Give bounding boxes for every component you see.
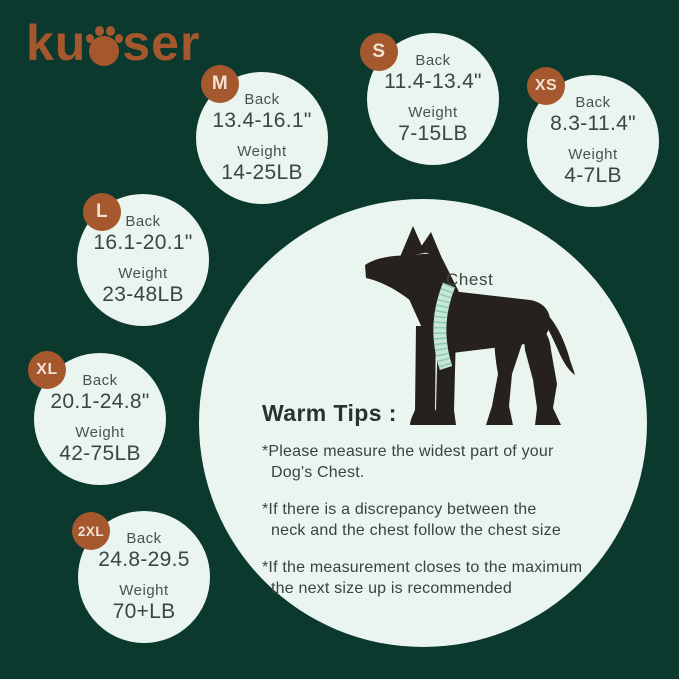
weight-label: Weight bbox=[408, 103, 458, 121]
dog-neck bbox=[398, 254, 462, 350]
weight-label: Weight bbox=[75, 423, 125, 441]
back-range: 20.1-24.8" bbox=[50, 390, 150, 414]
tip-line: the next size up is recommended bbox=[271, 580, 512, 597]
back-label: Back bbox=[575, 94, 611, 112]
back-label: Back bbox=[126, 530, 162, 548]
back-range: 11.4-13.4" bbox=[384, 70, 482, 94]
weight-range: 42-75LB bbox=[59, 441, 141, 465]
brand-logo: ku ser bbox=[26, 16, 200, 68]
tip-line: neck and the chest follow the chest size bbox=[271, 522, 561, 539]
size-bubble-xs: XS Back 8.3-11.4" Weight 4-7LB bbox=[527, 67, 659, 207]
size-badge-2xl: 2XL bbox=[72, 512, 110, 550]
size-bubble-l: L Back 16.1-20.1" Weight 23-48LB bbox=[77, 193, 209, 326]
tip-line: Dog's Chest. bbox=[271, 464, 365, 481]
back-range: 13.4-16.1" bbox=[212, 109, 312, 133]
weight-label: Weight bbox=[119, 581, 169, 599]
dog-front-leg-1 bbox=[410, 326, 437, 425]
weight-label: Weight bbox=[237, 142, 287, 160]
warm-tips-tip-1: *Please measure the widest part of your D… bbox=[262, 441, 597, 483]
back-range: 8.3-11.4" bbox=[550, 112, 636, 136]
weight-label: Weight bbox=[118, 264, 168, 282]
brand-logo-text-suffix: ser bbox=[122, 15, 201, 71]
size-badge-xs: XS bbox=[527, 67, 565, 105]
size-bubble-m: M Back 13.4-16.1" Weight 14-25LB bbox=[196, 65, 328, 204]
dog-rear-leg-1 bbox=[486, 320, 522, 425]
size-badge-s: S bbox=[360, 33, 398, 71]
weight-range: 70+LB bbox=[112, 599, 176, 623]
size-badge-m: M bbox=[201, 65, 239, 103]
dog-silhouette-icon bbox=[365, 226, 575, 425]
weight-range: 7-15LB bbox=[398, 121, 468, 145]
warm-tips-tip-2: *If there is a discrepancy between the ne… bbox=[262, 499, 597, 541]
warm-tips: Warm Tips : *Please measure the widest p… bbox=[262, 400, 597, 615]
paw-icon bbox=[86, 16, 124, 68]
weight-range: 14-25LB bbox=[221, 160, 303, 184]
weight-label: Weight bbox=[568, 145, 618, 163]
size-bubble-2xl: 2XL Back 24.8-29.5 Weight 70+LB bbox=[72, 511, 210, 643]
size-bubble-xl: XL Back 20.1-24.8" Weight 42-75LB bbox=[28, 351, 166, 485]
size-badge-l: L bbox=[83, 193, 121, 231]
chest-label: Chest bbox=[446, 270, 494, 289]
chest-tape-measure bbox=[433, 282, 456, 370]
back-label: Back bbox=[125, 213, 161, 231]
weight-range: 4-7LB bbox=[564, 163, 622, 187]
dog-rear-leg-2 bbox=[522, 316, 561, 425]
warm-tips-title: Warm Tips : bbox=[262, 400, 397, 426]
weight-range: 23-48LB bbox=[102, 282, 184, 306]
dog-tail bbox=[538, 308, 575, 375]
warm-tips-tip-3: *If the measurement closes to the maximu… bbox=[262, 557, 597, 599]
brand-logo-text-prefix: ku bbox=[26, 15, 87, 71]
back-label: Back bbox=[244, 91, 280, 109]
back-label: Back bbox=[82, 372, 118, 390]
tip-line: *If there is a discrepancy between the bbox=[262, 501, 537, 518]
back-label: Back bbox=[415, 52, 451, 70]
tip-line: *If the measurement closes to the maximu… bbox=[262, 559, 583, 576]
dog-ear-front bbox=[400, 226, 425, 257]
dog-front-leg-2 bbox=[430, 328, 456, 425]
back-range: 16.1-20.1" bbox=[93, 231, 193, 255]
size-badge-xl: XL bbox=[28, 351, 66, 389]
size-bubble-s: S Back 11.4-13.4" Weight 7-15LB bbox=[360, 33, 499, 165]
tip-line: *Please measure the widest part of your bbox=[262, 443, 554, 460]
dog-ear-back bbox=[418, 232, 441, 256]
back-range: 24.8-29.5 bbox=[98, 548, 190, 572]
